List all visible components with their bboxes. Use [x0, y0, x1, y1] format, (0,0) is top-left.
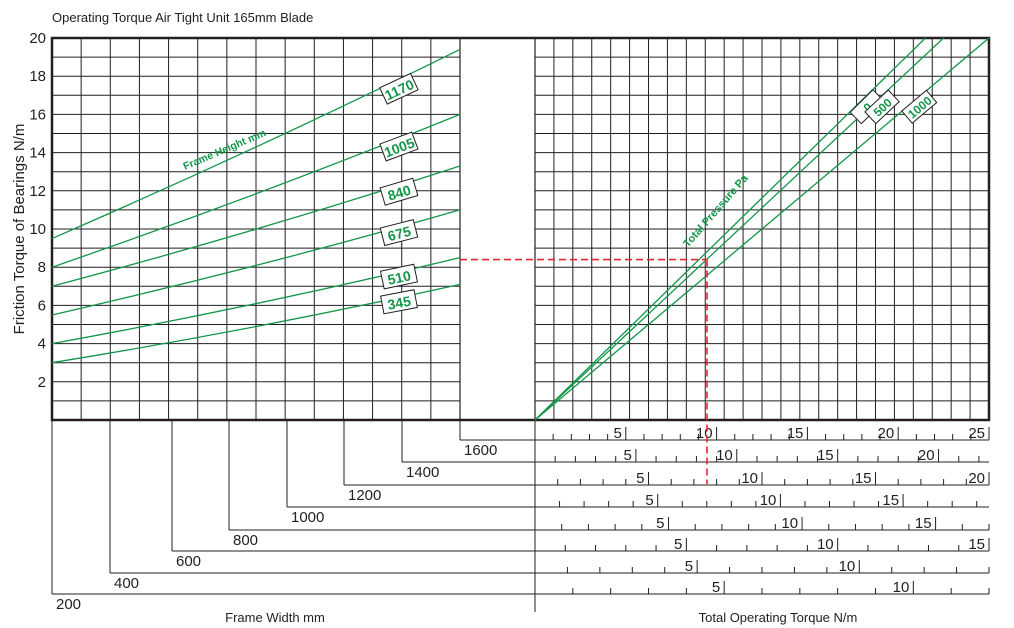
y-tick-label: 20 — [29, 30, 46, 47]
frame-width-label: 400 — [114, 575, 139, 592]
frame-height-label: 840 — [379, 177, 419, 206]
frame-width-label: 600 — [176, 553, 201, 570]
label-box — [379, 219, 419, 247]
scale-tick-label: 15 — [915, 515, 932, 532]
y-tick-label: 4 — [38, 336, 46, 353]
scale-tick-label: 10 — [741, 470, 758, 487]
scale-tick-label: 5 — [674, 536, 682, 553]
scale-tick-label: 25 — [968, 425, 985, 442]
frame-width-label: 1000 — [291, 509, 324, 526]
grid-layer: 2 4 6 8 10 12 14 16 18 20 — [29, 30, 991, 422]
y-axis-label: Friction Torque of Bearings N/m — [11, 124, 28, 335]
y-tick-label: 8 — [38, 259, 46, 276]
scale-tick-label: 5 — [685, 558, 693, 575]
label-box — [901, 89, 938, 124]
frame-width-label: 800 — [233, 532, 258, 549]
y-tick-label: 2 — [38, 374, 46, 391]
y-tick-label: 12 — [29, 183, 46, 200]
frame-height-value: 1170 — [382, 76, 416, 103]
scale-tick-label: 10 — [781, 515, 798, 532]
frame-height-value: 840 — [386, 182, 413, 204]
torque-axis-label: Total Operating Torque N/m — [699, 610, 858, 625]
label-box — [379, 263, 419, 290]
y-tick-label: 6 — [38, 297, 46, 314]
scale-tick-label: 5 — [712, 579, 720, 596]
scale-tick-label: 5 — [613, 425, 621, 442]
frame-width-label: 1600 — [464, 442, 497, 459]
scale-tick-label: 10 — [839, 558, 856, 575]
example-reading — [460, 258, 708, 484]
frame-width-label: 1200 — [348, 487, 381, 504]
chart-title: Operating Torque Air Tight Unit 165mm Bl… — [52, 10, 313, 25]
y-tick-label: 14 — [29, 145, 46, 162]
scale-tick-label: 10 — [696, 425, 713, 442]
frame-height-label: 345 — [380, 289, 418, 315]
scale-tick-label: 5 — [624, 447, 632, 464]
frame-height-label: 1005 — [379, 131, 419, 162]
scale-tick-label: 10 — [716, 447, 733, 464]
frame-height-value: 510 — [386, 267, 412, 288]
frame-width-label: 200 — [56, 596, 81, 613]
frame-height-label: 510 — [379, 263, 419, 290]
scale-tick-label: 20 — [918, 447, 935, 464]
scale-tick-label: 20 — [968, 470, 985, 487]
frame-height-label: 1170 — [379, 72, 419, 105]
frame-height-label: 675 — [379, 219, 419, 247]
scale-tick-label: 15 — [787, 425, 804, 442]
scale-tick-label: 10 — [817, 536, 834, 553]
scale-tick-label: 15 — [882, 492, 899, 509]
frame-height-value: 345 — [386, 293, 412, 313]
scale-tick-label: 10 — [760, 492, 777, 509]
label-box — [379, 131, 419, 162]
y-tick-label: 16 — [29, 106, 46, 123]
frame-width-label: 1400 — [406, 464, 439, 481]
scale-tick-label: 10 — [893, 579, 910, 596]
scale-tick-label: 15 — [968, 536, 985, 553]
label-box — [380, 289, 418, 315]
frame-height-value: 1005 — [382, 134, 417, 160]
frame-width-axis-label: Frame Width mm — [225, 610, 325, 625]
label-box — [379, 72, 419, 105]
scale-tick-label: 5 — [656, 515, 664, 532]
label-box — [379, 177, 419, 206]
y-tick-label: 18 — [29, 68, 46, 85]
scale-tick-label: 15 — [817, 447, 834, 464]
frame-height-value: 675 — [386, 223, 413, 244]
scale-tick-label: 20 — [878, 425, 895, 442]
scale-tick-label: 5 — [645, 492, 653, 509]
plot-frame — [50, 36, 991, 422]
torque-scales: 1600 5 10 15 20 25 1400 5 10 15 20 1200 5 10 15 20 1000 5… — [51, 420, 990, 613]
scale-tick-label: 15 — [855, 470, 872, 487]
y-tick-label: 10 — [29, 221, 46, 238]
pressure-annotation: Total Pressure Pa — [681, 172, 751, 250]
label-box — [864, 89, 900, 125]
scale-tick-label: 5 — [636, 470, 644, 487]
